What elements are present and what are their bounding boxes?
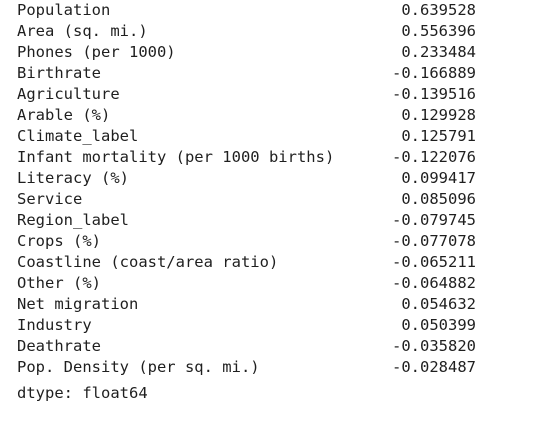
- row-label: Literacy (%): [17, 169, 129, 187]
- row-label: Pop. Density (per sq. mi.): [17, 358, 260, 376]
- row-value: -0.166889: [392, 64, 476, 82]
- row-value: 0.099417: [401, 169, 476, 187]
- row-label: Service: [17, 190, 83, 208]
- row-value: -0.077078: [392, 232, 476, 250]
- series-row: Region_label -0.079745: [17, 210, 487, 231]
- row-value: -0.079745: [392, 211, 476, 229]
- row-value: 0.054632: [401, 295, 476, 313]
- row-value: -0.139516: [392, 85, 476, 103]
- row-label: Crops (%): [17, 232, 101, 250]
- series-row: Other (%) -0.064882: [17, 273, 487, 294]
- row-label: Net migration: [17, 295, 139, 313]
- row-value: 0.125791: [401, 127, 476, 145]
- dtype-line: dtype: float64: [17, 384, 148, 402]
- row-label: Agriculture: [17, 85, 120, 103]
- row-value: -0.122076: [392, 148, 476, 166]
- series-output: Population 0.639528 Area (sq. mi.) 0.556…: [17, 0, 487, 402]
- row-value: -0.028487: [392, 358, 476, 376]
- series-row: Climate_label 0.125791: [17, 126, 487, 147]
- series-row: Agriculture -0.139516: [17, 84, 487, 105]
- series-row: Crops (%) -0.077078: [17, 231, 487, 252]
- row-value: 0.556396: [401, 22, 476, 40]
- series-row: Phones (per 1000) 0.233484: [17, 42, 487, 63]
- series-row: Industry 0.050399: [17, 315, 487, 336]
- row-label: Industry: [17, 316, 92, 334]
- row-label: Birthrate: [17, 64, 101, 82]
- row-value: 0.050399: [401, 316, 476, 334]
- series-row: Arable (%) 0.129928: [17, 105, 487, 126]
- series-row: Infant mortality (per 1000 births) -0.12…: [17, 147, 487, 168]
- series-row: Pop. Density (per sq. mi.) -0.028487: [17, 357, 487, 378]
- row-label: Area (sq. mi.): [17, 22, 148, 40]
- row-label: Other (%): [17, 274, 101, 292]
- row-label: Infant mortality (per 1000 births): [17, 148, 335, 166]
- series-row: Area (sq. mi.) 0.556396: [17, 21, 487, 42]
- row-label: Deathrate: [17, 337, 101, 355]
- series-row: Population 0.639528: [17, 0, 487, 21]
- row-label: Coastline (coast/area ratio): [17, 253, 279, 271]
- series-row: Service 0.085096: [17, 189, 487, 210]
- row-value: -0.035820: [392, 337, 476, 355]
- row-label: Climate_label: [17, 127, 139, 145]
- row-label: Phones (per 1000): [17, 43, 176, 61]
- row-value: 0.085096: [401, 190, 476, 208]
- row-value: -0.064882: [392, 274, 476, 292]
- series-row: Net migration 0.054632: [17, 294, 487, 315]
- series-row: Coastline (coast/area ratio) -0.065211: [17, 252, 487, 273]
- row-value: -0.065211: [392, 253, 476, 271]
- row-label: Region_label: [17, 211, 129, 229]
- row-label: Population: [17, 1, 111, 19]
- series-row: Deathrate -0.035820: [17, 336, 487, 357]
- row-value: 0.233484: [401, 43, 476, 61]
- row-label: Arable (%): [17, 106, 111, 124]
- row-value: 0.639528: [401, 1, 476, 19]
- series-row: Literacy (%) 0.099417: [17, 168, 487, 189]
- series-row: Birthrate -0.166889: [17, 63, 487, 84]
- row-value: 0.129928: [401, 106, 476, 124]
